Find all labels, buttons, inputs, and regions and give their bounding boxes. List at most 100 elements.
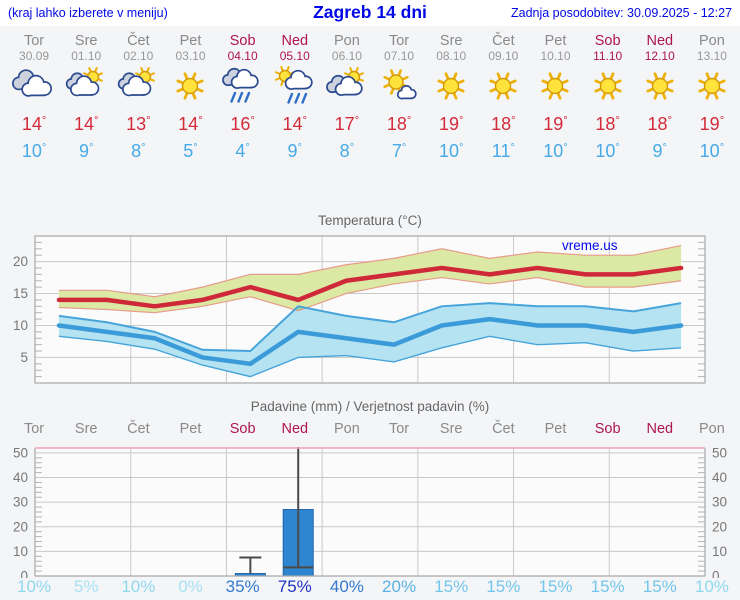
precip-day-name: Sre bbox=[74, 421, 98, 437]
degree-symbol: ° bbox=[401, 141, 407, 154]
max-temperature: 14° bbox=[21, 114, 47, 134]
sunny-icon bbox=[594, 72, 622, 100]
temperature-chart: 5 10 15 20 vreme.us bbox=[13, 235, 706, 384]
degree-symbol: ° bbox=[354, 114, 360, 127]
degree-symbol: ° bbox=[146, 114, 151, 127]
degree-symbol: ° bbox=[193, 141, 198, 154]
day-column: Pet 03.10 14° 5° bbox=[164, 26, 216, 172]
day-column: Sre 08.10 19° 10° bbox=[425, 26, 477, 172]
weather-icon-slot bbox=[60, 66, 112, 108]
min-temperature: 10° bbox=[438, 141, 464, 161]
day-name: Sob bbox=[229, 33, 256, 49]
min-temperature: 9° bbox=[287, 141, 303, 161]
degree-symbol: ° bbox=[41, 114, 47, 127]
precip-y-tick-label-left: 10 bbox=[13, 544, 28, 559]
precipitation-probability: 35% bbox=[225, 577, 260, 596]
min-temperature: 4° bbox=[235, 141, 250, 161]
weather-icon-slot bbox=[269, 66, 321, 108]
precip-day-name: Sob bbox=[594, 421, 621, 437]
day-name: Čet bbox=[492, 33, 515, 49]
precip-day-name: Pet bbox=[179, 421, 202, 437]
precipitation-probability: 0% bbox=[178, 577, 203, 596]
degree-symbol: ° bbox=[667, 114, 673, 127]
precip-day-name: Čet bbox=[492, 421, 515, 437]
precip-y-tick-label-right: 10 bbox=[712, 544, 727, 559]
min-temperature: 10° bbox=[595, 141, 620, 161]
precipitation-chart-title: Padavine (mm) / Verjetnost padavin (%) bbox=[250, 399, 490, 414]
degree-symbol: ° bbox=[615, 114, 620, 127]
degree-symbol: ° bbox=[458, 141, 464, 154]
precipitation-probability-row: 10% 5% 10% 0% 35% 75% 40% 20% 15% 15% 15% 15% 15% 10% bbox=[0, 577, 740, 597]
precip-day-name: Pon bbox=[334, 421, 360, 437]
mostly-sunny-icon bbox=[383, 69, 417, 100]
degree-symbol: ° bbox=[349, 141, 355, 154]
max-temperature: 18° bbox=[386, 114, 412, 134]
day-date: 10.10 bbox=[540, 49, 571, 63]
sunny-icon bbox=[176, 72, 205, 100]
day-date: 04.10 bbox=[227, 49, 258, 63]
day-date: 01.10 bbox=[71, 49, 102, 63]
page-title: Zagreb 14 dni bbox=[313, 2, 427, 22]
sunny-icon bbox=[437, 72, 465, 100]
day-name: Tor bbox=[23, 33, 45, 49]
precip-y-tick-label-right: 20 bbox=[712, 519, 727, 534]
min-temperature: 7° bbox=[391, 141, 407, 161]
min-temperature: 9° bbox=[78, 141, 94, 161]
day-column: Ned 05.10 14° 9° bbox=[269, 26, 321, 172]
max-temperature: 19° bbox=[438, 114, 464, 134]
weather-icon-slot bbox=[112, 66, 164, 108]
max-temperature: 13° bbox=[126, 114, 151, 134]
day-name: Pon bbox=[334, 33, 360, 49]
precip-day-name: Ned bbox=[281, 421, 309, 437]
day-column: Tor 30.09 14° 10° bbox=[8, 26, 60, 172]
weather-icon-slot bbox=[425, 66, 477, 108]
day-name: Ned bbox=[646, 33, 674, 49]
precipitation-probability: 75% bbox=[277, 577, 312, 596]
max-temperature: 14° bbox=[282, 114, 308, 134]
precip-day-name: Pon bbox=[699, 421, 725, 437]
precip-y-tick-label-left: 30 bbox=[13, 495, 28, 510]
weather-icon-slot bbox=[529, 66, 581, 108]
precip-y-tick-label-left: 0 bbox=[20, 569, 28, 579]
day-name: Tor bbox=[388, 33, 410, 49]
temp-y-tick-label: 5 bbox=[20, 350, 28, 365]
degree-symbol: ° bbox=[406, 114, 412, 127]
day-name: Ned bbox=[281, 33, 309, 49]
partly-sunny-icon bbox=[118, 67, 156, 97]
partly-cloudy-icon bbox=[326, 67, 364, 96]
day-column: Pet 10.10 19° 10° bbox=[529, 26, 581, 172]
max-temperature: 14° bbox=[178, 114, 203, 134]
precip-day-name: Pet bbox=[544, 421, 567, 437]
precipitation-day-labels: Tor Sre Čet Pet Sob Ned Pon Tor Sre Čet Pet Sob Ned P… bbox=[0, 421, 740, 437]
day-date: 05.10 bbox=[279, 49, 310, 63]
precip-y-tick-label-right: 40 bbox=[712, 470, 727, 485]
temperature-chart-title: Temperatura (°C) bbox=[318, 213, 422, 228]
max-temperature: 19° bbox=[543, 114, 568, 134]
degree-symbol: ° bbox=[297, 141, 303, 154]
degree-symbol: ° bbox=[198, 114, 203, 127]
precip-day-name: Ned bbox=[646, 421, 674, 437]
cloudy-icon bbox=[12, 69, 53, 97]
degree-symbol: ° bbox=[719, 114, 725, 127]
location-menu-hint[interactable]: (kraj lahko izberete v meniju) bbox=[8, 6, 168, 20]
degree-symbol: ° bbox=[302, 114, 308, 127]
vreme-us-watermark[interactable]: vreme.us bbox=[562, 238, 618, 253]
day-name: Čet bbox=[127, 33, 150, 49]
precip-y-tick-label-right: 50 bbox=[712, 445, 727, 460]
sunny-icon bbox=[541, 72, 570, 100]
day-column: Ned 12.10 18° 9° bbox=[634, 26, 686, 172]
partly-sunny-icon bbox=[66, 67, 104, 97]
precipitation-probability: 10% bbox=[121, 577, 156, 596]
day-column: Pon 13.10 19° 10° bbox=[686, 26, 738, 172]
weather-icon-slot bbox=[477, 66, 529, 108]
min-temperature: 8° bbox=[131, 141, 146, 161]
degree-symbol: ° bbox=[245, 141, 250, 154]
min-temperature: 11° bbox=[491, 141, 515, 161]
day-column: Tor 07.10 18° 7° bbox=[373, 26, 425, 172]
max-temperature: 17° bbox=[334, 114, 360, 134]
day-date: 06.10 bbox=[331, 49, 362, 63]
degree-symbol: ° bbox=[88, 141, 94, 154]
degree-symbol: ° bbox=[511, 114, 516, 127]
precip-y-tick-label-left: 50 bbox=[13, 445, 28, 460]
weather-icon-slot bbox=[321, 66, 373, 108]
